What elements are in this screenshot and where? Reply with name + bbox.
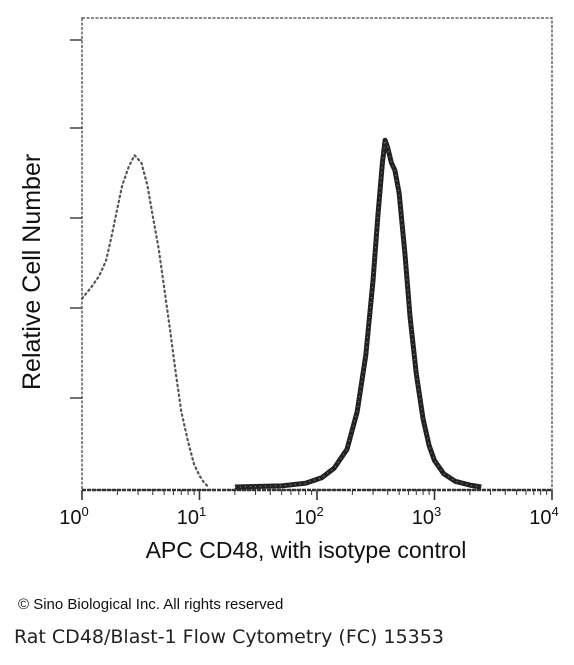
x-tick-label: 100	[59, 504, 88, 529]
cd48-series-texture	[234, 140, 482, 488]
cd48-series	[234, 137, 482, 490]
x-tick-label: 104	[529, 504, 558, 529]
plot-frame	[81, 17, 553, 492]
x-axis-tick-labels: 100 101 102 103 104	[59, 504, 558, 529]
plot-border	[81, 17, 553, 491]
flow-cytometry-histogram: 100 101 102 103 104	[59, 17, 559, 529]
series-layer	[80, 137, 482, 490]
copyright-notice: © Sino Biological Inc. All rights reserv…	[18, 596, 284, 613]
figure-caption: Rat CD48/Blast-1 Flow Cytometry (FC) 153…	[14, 626, 444, 648]
x-tick-label: 103	[412, 504, 441, 529]
isotype-control-series	[80, 153, 210, 489]
y-axis-ticks	[70, 39, 82, 399]
x-tick-label: 101	[177, 504, 206, 529]
x-axis-ticks	[81, 490, 553, 500]
x-axis-label: APC CD48, with isotype control	[145, 537, 467, 563]
x-tick-label: 102	[294, 504, 323, 529]
